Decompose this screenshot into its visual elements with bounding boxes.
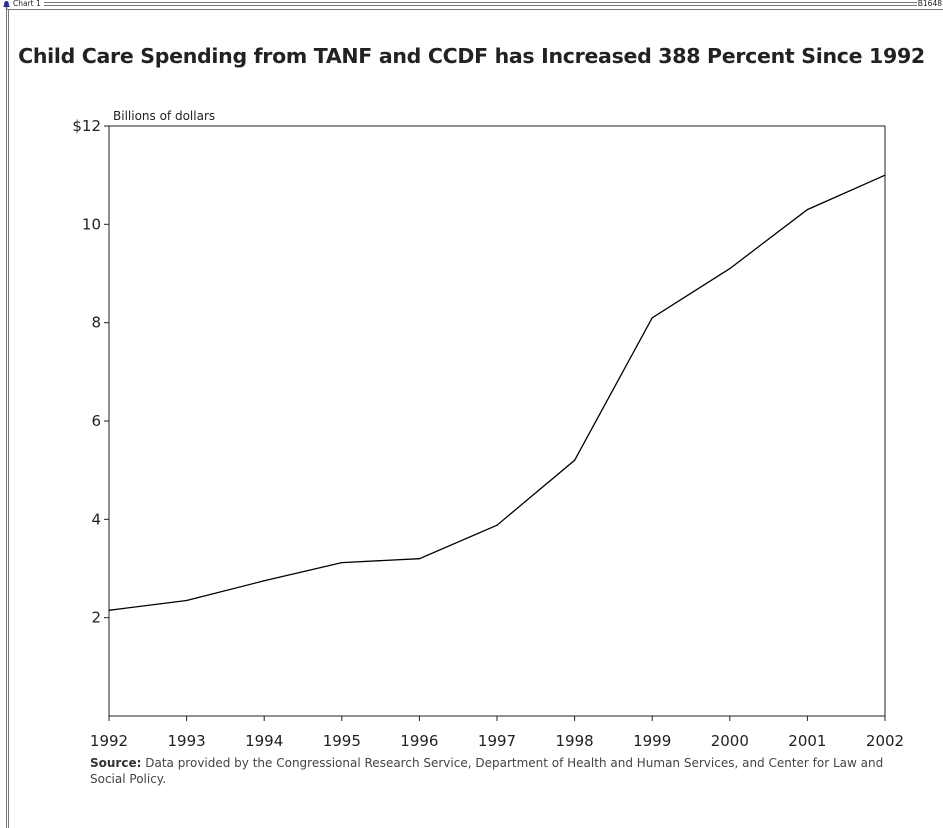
plot-area	[108, 125, 886, 717]
data-point	[341, 562, 343, 564]
source-note: Source: Data provided by the Congression…	[90, 755, 920, 787]
y-axis-label: Billions of dollars	[113, 109, 215, 123]
x-tick-label: 1998	[556, 732, 594, 750]
y-tick-label: 6	[91, 412, 101, 430]
y-tick-label: 4	[91, 510, 101, 528]
series-line	[108, 174, 886, 611]
header-rule	[44, 2, 917, 3]
frame-top	[6, 9, 943, 12]
header-rule	[44, 5, 917, 6]
x-tick-label: 1996	[400, 732, 438, 750]
source-label: Source:	[90, 756, 142, 770]
data-point	[496, 524, 498, 526]
data-point	[806, 208, 809, 211]
data-point	[574, 459, 576, 461]
x-tick-label: 1994	[245, 732, 283, 750]
chart-number-label: Chart 1	[13, 0, 41, 8]
x-tick-label: 1992	[90, 732, 128, 750]
bell-icon	[2, 0, 11, 9]
y-tick-label: 2	[91, 609, 101, 627]
x-tick-label: 1997	[478, 732, 516, 750]
data-point	[108, 609, 110, 611]
document-code: B1648	[917, 0, 942, 8]
data-point	[418, 558, 420, 560]
data-point	[263, 580, 265, 582]
y-tick-label: 10	[82, 215, 101, 233]
top-bar: Chart 1 B1648	[0, 0, 943, 9]
x-tick-label: 2002	[866, 732, 904, 750]
data-point	[651, 317, 653, 319]
x-tick-label: 1999	[633, 732, 671, 750]
data-point	[729, 267, 731, 270]
x-tick-label: 2001	[788, 732, 826, 750]
data-point	[884, 174, 886, 176]
y-tick-label: $12	[72, 117, 101, 135]
x-tick-label: 2000	[711, 732, 749, 750]
x-tick-label: 1995	[323, 732, 361, 750]
y-tick-label: 8	[91, 314, 101, 332]
data-point	[186, 599, 188, 602]
source-text: Data provided by the Congressional Resea…	[90, 756, 884, 786]
x-tick-label: 1993	[168, 732, 206, 750]
frame-left	[6, 9, 9, 828]
chart-title: Child Care Spending from TANF and CCDF h…	[18, 44, 925, 68]
